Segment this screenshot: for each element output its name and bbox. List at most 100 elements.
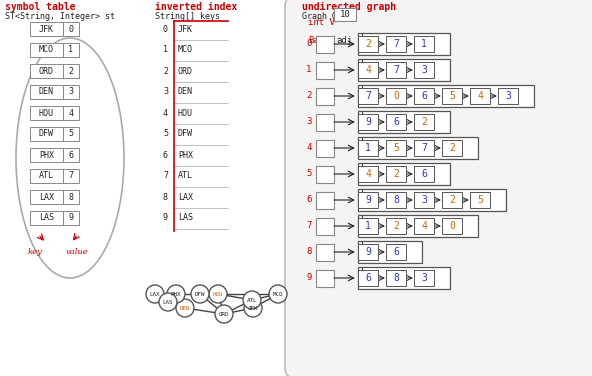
- Text: 3: 3: [421, 273, 427, 283]
- Text: Bag[]: Bag[]: [308, 36, 335, 45]
- FancyBboxPatch shape: [358, 111, 450, 133]
- Text: 6: 6: [163, 150, 168, 159]
- FancyBboxPatch shape: [358, 59, 450, 81]
- Text: 6: 6: [365, 273, 371, 283]
- FancyBboxPatch shape: [30, 127, 63, 141]
- Text: 5: 5: [393, 143, 399, 153]
- Circle shape: [243, 291, 261, 309]
- Text: PHX: PHX: [178, 150, 193, 159]
- Text: 0: 0: [393, 91, 399, 101]
- Text: undirected graph: undirected graph: [302, 2, 396, 12]
- Text: 9: 9: [365, 117, 371, 127]
- Text: HOU: HOU: [213, 291, 223, 297]
- Text: JFK: JFK: [178, 24, 193, 33]
- FancyBboxPatch shape: [316, 165, 334, 182]
- FancyBboxPatch shape: [30, 64, 63, 78]
- Text: DEN: DEN: [39, 88, 54, 97]
- Text: LAX: LAX: [150, 291, 160, 297]
- Text: 2: 2: [69, 67, 73, 76]
- FancyBboxPatch shape: [358, 244, 378, 260]
- Circle shape: [209, 285, 227, 303]
- Text: 7: 7: [163, 171, 168, 180]
- Text: JFK: JFK: [39, 24, 54, 33]
- FancyBboxPatch shape: [358, 163, 450, 185]
- Text: Graph G: Graph G: [302, 12, 337, 21]
- Text: symbol table: symbol table: [5, 2, 76, 12]
- Text: MCO: MCO: [178, 45, 193, 55]
- FancyBboxPatch shape: [358, 62, 378, 78]
- Text: 3: 3: [306, 117, 311, 126]
- FancyBboxPatch shape: [30, 211, 63, 225]
- Text: PHX: PHX: [170, 291, 181, 297]
- FancyBboxPatch shape: [30, 169, 63, 183]
- FancyBboxPatch shape: [386, 88, 406, 104]
- Text: ST<String, Integer> st: ST<String, Integer> st: [5, 12, 115, 21]
- FancyBboxPatch shape: [470, 192, 490, 208]
- Text: 8: 8: [69, 193, 73, 202]
- Text: 3: 3: [69, 88, 73, 97]
- Text: 4: 4: [421, 221, 427, 231]
- FancyBboxPatch shape: [316, 35, 334, 53]
- FancyBboxPatch shape: [63, 106, 79, 120]
- Circle shape: [167, 285, 185, 303]
- Text: 6: 6: [393, 247, 399, 257]
- Text: 0: 0: [69, 24, 73, 33]
- Text: String[] keys: String[] keys: [155, 12, 220, 21]
- FancyBboxPatch shape: [386, 36, 406, 52]
- FancyBboxPatch shape: [442, 88, 462, 104]
- Text: 9: 9: [365, 195, 371, 205]
- Text: 1: 1: [69, 45, 73, 55]
- FancyBboxPatch shape: [498, 88, 518, 104]
- Text: 2: 2: [163, 67, 168, 76]
- Text: 6: 6: [393, 117, 399, 127]
- Text: 7: 7: [393, 39, 399, 49]
- Text: 3: 3: [421, 195, 427, 205]
- Text: 2: 2: [393, 221, 399, 231]
- Text: 3: 3: [505, 91, 511, 101]
- FancyBboxPatch shape: [386, 62, 406, 78]
- Text: ATL: ATL: [39, 171, 54, 180]
- FancyBboxPatch shape: [30, 148, 63, 162]
- FancyBboxPatch shape: [442, 140, 462, 156]
- FancyBboxPatch shape: [386, 114, 406, 130]
- Circle shape: [269, 285, 287, 303]
- Text: adj: adj: [336, 36, 352, 45]
- FancyBboxPatch shape: [30, 22, 63, 36]
- Text: 8: 8: [393, 195, 399, 205]
- Text: ORD: ORD: [39, 67, 54, 76]
- Text: JFK: JFK: [247, 305, 258, 311]
- Text: 8: 8: [163, 193, 168, 202]
- Text: 0: 0: [163, 24, 168, 33]
- Text: 4: 4: [163, 109, 168, 117]
- Text: 3: 3: [163, 88, 168, 97]
- Text: 1: 1: [365, 221, 371, 231]
- FancyBboxPatch shape: [414, 88, 434, 104]
- Text: ATL: ATL: [178, 171, 193, 180]
- FancyBboxPatch shape: [414, 36, 434, 52]
- Text: 1: 1: [421, 39, 427, 49]
- FancyBboxPatch shape: [30, 106, 63, 120]
- FancyBboxPatch shape: [316, 217, 334, 235]
- FancyBboxPatch shape: [414, 218, 434, 234]
- Text: 9: 9: [163, 214, 168, 223]
- FancyBboxPatch shape: [358, 88, 378, 104]
- FancyBboxPatch shape: [386, 166, 406, 182]
- Text: 5: 5: [69, 129, 73, 138]
- Text: value: value: [66, 248, 89, 256]
- Text: 4: 4: [306, 144, 311, 153]
- Text: 7: 7: [393, 65, 399, 75]
- FancyBboxPatch shape: [358, 137, 478, 159]
- FancyBboxPatch shape: [414, 140, 434, 156]
- FancyBboxPatch shape: [386, 218, 406, 234]
- FancyBboxPatch shape: [316, 270, 334, 287]
- FancyBboxPatch shape: [414, 270, 434, 286]
- Text: 8: 8: [393, 273, 399, 283]
- FancyBboxPatch shape: [316, 191, 334, 209]
- FancyBboxPatch shape: [63, 43, 79, 57]
- Text: int V: int V: [308, 18, 335, 27]
- FancyBboxPatch shape: [316, 114, 334, 130]
- Text: 10: 10: [340, 10, 350, 19]
- FancyBboxPatch shape: [30, 85, 63, 99]
- FancyBboxPatch shape: [386, 192, 406, 208]
- Circle shape: [244, 299, 262, 317]
